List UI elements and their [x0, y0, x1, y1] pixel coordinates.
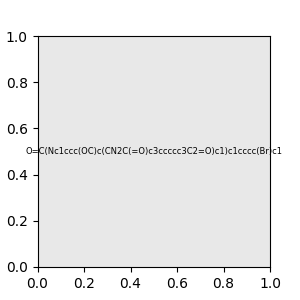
- Text: O=C(Nc1ccc(OC)c(CN2C(=O)c3ccccc3C2=O)c1)c1cccc(Br)c1: O=C(Nc1ccc(OC)c(CN2C(=O)c3ccccc3C2=O)c1)…: [25, 147, 282, 156]
